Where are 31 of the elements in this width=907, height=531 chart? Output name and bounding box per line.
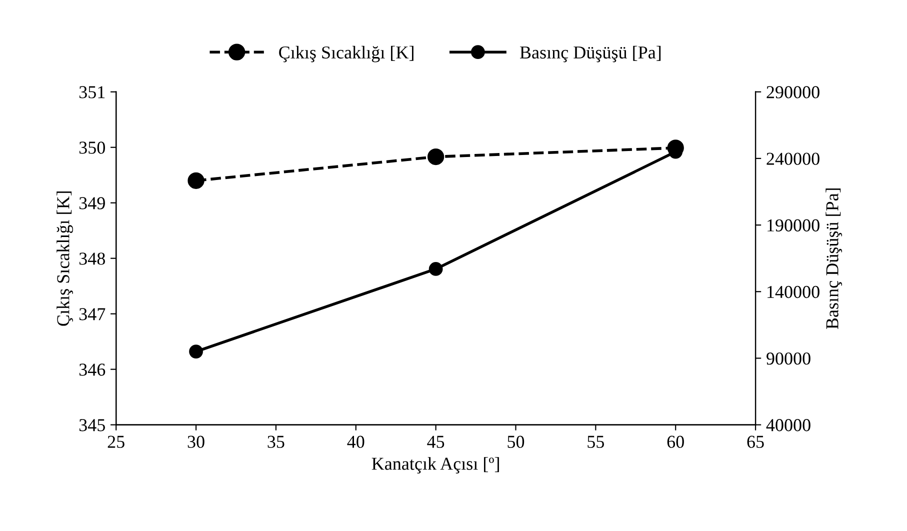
- y-tick-label: 350: [79, 142, 105, 154]
- x-tick-label: 30: [188, 436, 204, 448]
- y-tick-label: 347: [79, 308, 106, 320]
- y2-tick-label: 140000: [768, 286, 820, 298]
- legend-label: Basınç Düşüşü [Pa]: [520, 46, 661, 62]
- x-tick-label: 35: [268, 436, 284, 448]
- y-tick-label: 351: [79, 86, 105, 98]
- x-tick-label: 55: [588, 436, 604, 448]
- y-tick-label: 345: [79, 419, 105, 432]
- y2-tick-label: 90000: [766, 352, 810, 365]
- y2-tick-label: 240000: [766, 152, 820, 165]
- point: [427, 148, 444, 166]
- y-axis-title: Çıkış Sıcaklığı [K]: [56, 191, 74, 326]
- x-tick-label: 65: [747, 436, 764, 448]
- x-tick-label: 40: [347, 436, 364, 448]
- y-tick-label: 346: [79, 364, 106, 376]
- y2-tick-label: 190000: [768, 219, 820, 232]
- x-tick-label: 60: [667, 436, 684, 448]
- y-tick-label: 348: [79, 252, 105, 265]
- y2-tick-label: 290000: [766, 86, 820, 98]
- x-axis-title: Kanatçık Açısı [º]: [372, 457, 499, 474]
- y2-axis-title: Basınç Düşüşü [Pa]: [826, 188, 842, 330]
- y-tick-label: 349: [79, 197, 105, 210]
- x-tick-label: 45: [427, 436, 444, 448]
- x-tick-label: 50: [508, 436, 524, 448]
- point: [428, 262, 443, 276]
- legend-label: Çıkış Sıcaklığı [K]: [279, 46, 414, 62]
- x-tick-label: 25: [108, 436, 124, 448]
- y2-tick-label: 40000: [766, 419, 810, 432]
- point: [189, 344, 203, 358]
- point: [188, 172, 204, 189]
